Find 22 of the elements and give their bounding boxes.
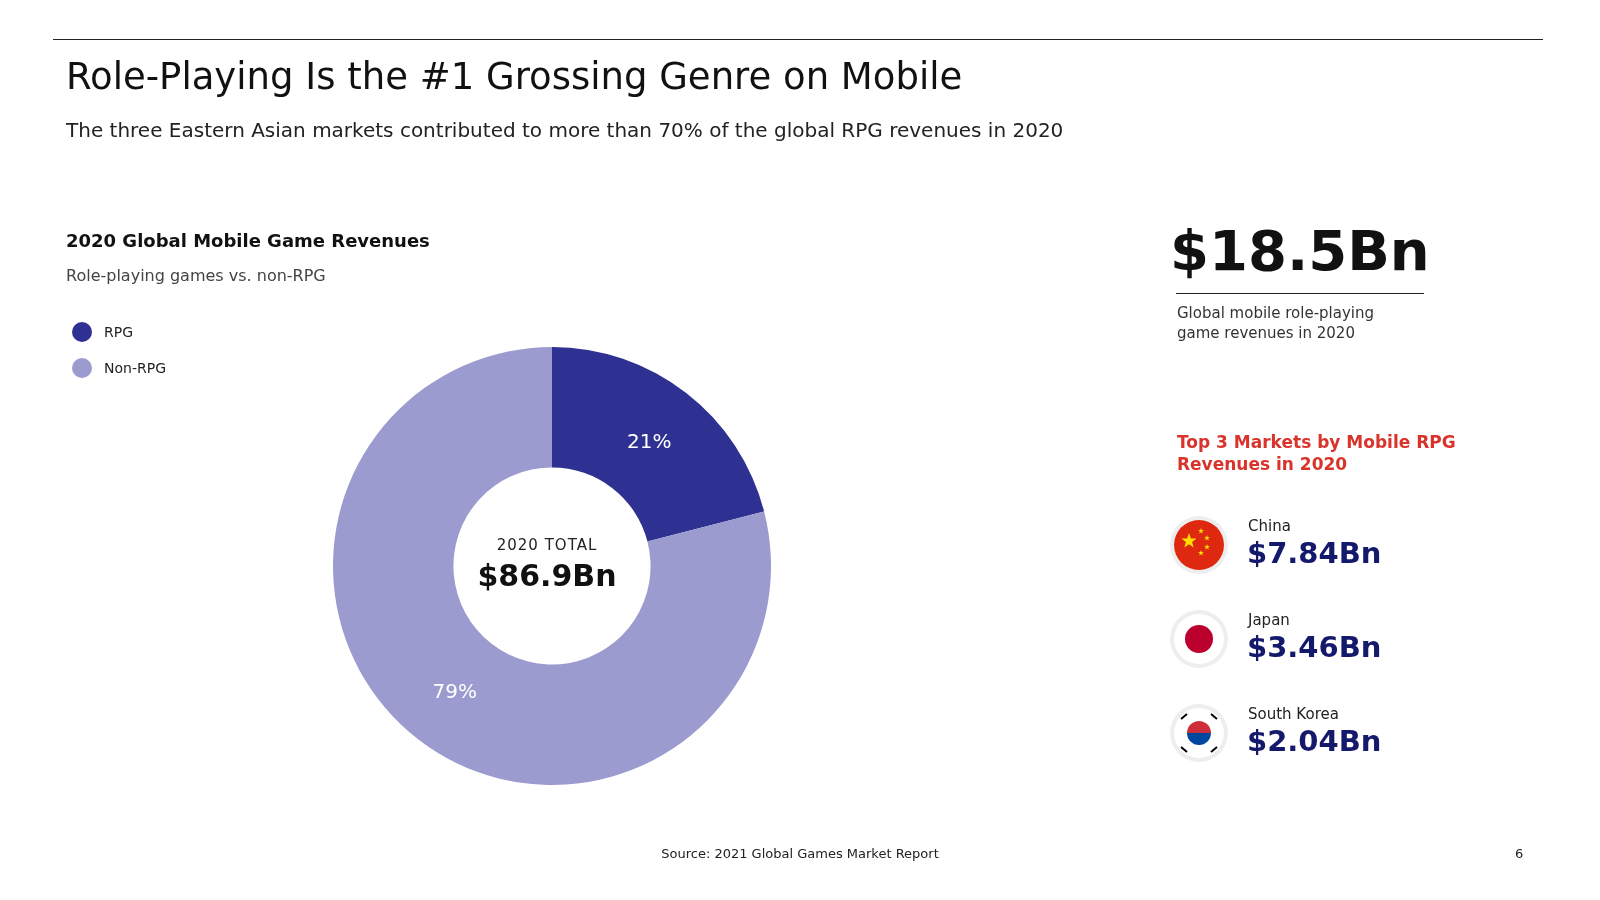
text: $2.04Bn <box>1247 724 1382 758</box>
text: South Korea <box>1248 705 1339 723</box>
donut-slice <box>333 347 771 785</box>
data-label: 79% <box>432 679 477 704</box>
text: Role-playing games vs. non-RPG <box>66 266 326 285</box>
text: China <box>1248 517 1291 535</box>
chart-title: Role-Playing Is the #1 Grossing Genre on Mobile <box>66 55 963 98</box>
text: Global mobile role-playing game revenues in 2020 <box>1177 303 1376 343</box>
data-label: 21% <box>627 428 672 453</box>
source-note: Source: 2021 Global Games Market Report <box>660 846 940 861</box>
legend-label: Non-RPG <box>104 360 166 376</box>
text: 6 <box>1515 846 1524 861</box>
text: $86.9Bn <box>476 558 618 593</box>
text: $7.84Bn <box>1247 536 1382 570</box>
text: Top 3 Markets by Mobile RPG Revenues in 2020 <box>1177 431 1457 475</box>
text: 2020 TOTAL <box>495 536 599 554</box>
chart-subtitle: The three Eastern Asian markets contributed to more than 70% of the global RPG revenues in 2020 <box>66 118 1064 142</box>
text: $18.5Bn <box>1170 218 1430 283</box>
legend-label: RPG <box>104 324 134 340</box>
text: $3.46Bn <box>1247 630 1382 664</box>
text: Japan <box>1248 611 1290 629</box>
text: 2020 Global Mobile Game Revenues <box>66 230 430 251</box>
